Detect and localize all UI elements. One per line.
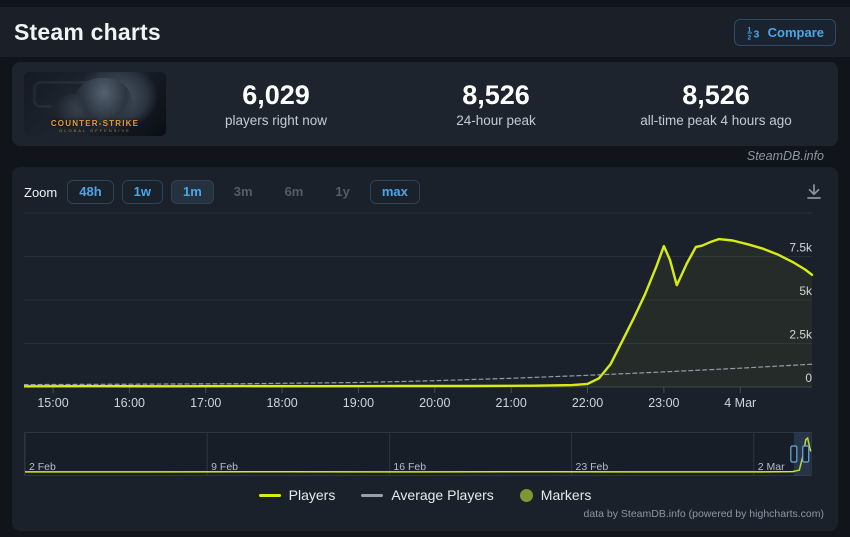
compare-button[interactable]: 1 2 3 Compare (733, 18, 836, 46)
x-axis-label: 4 Mar (724, 396, 756, 410)
current-players-value: 6,029 (242, 79, 310, 110)
compare-123-icon: 1 2 3 (747, 26, 759, 40)
y-axis-label: 0 (805, 371, 812, 385)
svg-text:1: 1 (747, 26, 751, 33)
chart-panel: Zoom 48h 1w 1m 3m 6m 1y max 0 2.5k 5k 7.5k 15:00 16… (12, 167, 838, 531)
players-line-chart[interactable]: 0 2.5k 5k 7.5k 15:00 16:00 17:00 18:00 19:00 20:0… (24, 207, 826, 415)
24h-peak-label: 24-hour peak (456, 113, 536, 129)
y-axis-label: 5k (799, 284, 813, 298)
zoom-button-1y: 1y (323, 180, 361, 204)
navigator-date-label: 23 Feb (576, 461, 609, 473)
alltime-peak-value: 8,526 (682, 79, 750, 110)
chart-credits: data by SteamDB.info (powered by highcha… (583, 508, 824, 520)
navigator-date-label: 2 Mar (758, 461, 785, 473)
zoom-button-group: 48h 1w 1m 3m 6m 1y max (67, 179, 420, 205)
navigator-right-handle[interactable] (802, 445, 810, 463)
zoom-button-1m[interactable]: 1m (170, 179, 214, 205)
legend-item-average-players[interactable]: Average Players (361, 487, 494, 503)
page-title: Steam charts (14, 18, 161, 45)
game-capsule-image[interactable]: COUNTER-STRIKE GLOBAL OFFENSIVE (24, 72, 166, 136)
zoom-button-6m: 6m (273, 180, 316, 204)
legend-label: Average Players (391, 487, 494, 503)
legend-swatch (258, 493, 281, 497)
legend-swatch (519, 488, 533, 502)
compare-button-label: Compare (767, 24, 824, 40)
alltime-peak-label: all-time peak 4 hours ago (640, 113, 792, 129)
navigator-date-label: 9 Feb (211, 461, 238, 473)
series-average-players[interactable] (24, 363, 813, 386)
stat-24h-peak: 8,526 24-hour peak (386, 80, 606, 128)
chart-legend: Players Average Players Markers (24, 485, 826, 505)
series-players[interactable] (24, 237, 814, 388)
legend-label: Markers (540, 487, 592, 503)
page-header: Steam charts 1 2 3 Compare (0, 7, 850, 57)
navigator-left-handle[interactable] (790, 445, 798, 463)
download-chart-button[interactable] (802, 180, 826, 204)
chart-navigator[interactable]: 2 Feb 9 Feb 16 Feb 23 Feb 2 Mar (24, 432, 826, 476)
global-offensive-subtitle: GLOBAL OFFENSIVE (59, 128, 131, 133)
svg-text:2: 2 (747, 34, 751, 40)
soldier-silhouette (74, 78, 132, 130)
chart-toolbar: Zoom 48h 1w 1m 3m 6m 1y max (24, 177, 826, 207)
navigator-date-label: 16 Feb (393, 461, 426, 473)
current-players-label: players right now (224, 113, 328, 129)
zoom-button-48h[interactable]: 48h (67, 179, 114, 205)
navigator-series (25, 436, 812, 473)
x-axis-label: 19:00 (343, 396, 374, 410)
legend-item-players[interactable]: Players (258, 487, 336, 503)
x-axis-label: 23:00 (648, 396, 679, 410)
stat-alltime-peak: 8,526 all-time peak 4 hours ago (606, 80, 826, 128)
steamdb-watermark: SteamDB.info (746, 149, 824, 163)
zoom-label: Zoom (24, 184, 58, 200)
zoom-button-3m: 3m (222, 180, 265, 204)
legend-label: Players (288, 487, 336, 503)
x-axis-label: 17:00 (190, 396, 221, 410)
zoom-button-max[interactable]: max (369, 179, 420, 205)
x-axis-label: 22:00 (572, 396, 603, 410)
y-axis-label: 2.5k (789, 328, 813, 342)
watermark-row: SteamDB.info (26, 147, 824, 165)
legend-item-markers[interactable]: Markers (519, 487, 592, 503)
counter-strike-logo: COUNTER-STRIKE (50, 119, 140, 128)
legend-swatch (361, 493, 384, 497)
24h-peak-value: 8,526 (462, 79, 530, 110)
x-axis-label: 18:00 (266, 396, 297, 410)
x-axis-label: 16:00 (114, 396, 145, 410)
navigator-date-label: 2 Feb (29, 461, 56, 473)
svg-text:3: 3 (753, 28, 759, 40)
download-icon (807, 184, 821, 199)
x-axis-label: 20:00 (419, 396, 450, 410)
stats-panel: COUNTER-STRIKE GLOBAL OFFENSIVE 6,029 pl… (12, 62, 838, 146)
y-axis-label: 7.5k (789, 241, 813, 255)
x-axis-label: 21:00 (496, 396, 527, 410)
stat-current-players: 6,029 players right now (166, 80, 386, 128)
zoom-button-1w[interactable]: 1w (121, 179, 163, 205)
x-axis-label: 15:00 (37, 396, 68, 410)
